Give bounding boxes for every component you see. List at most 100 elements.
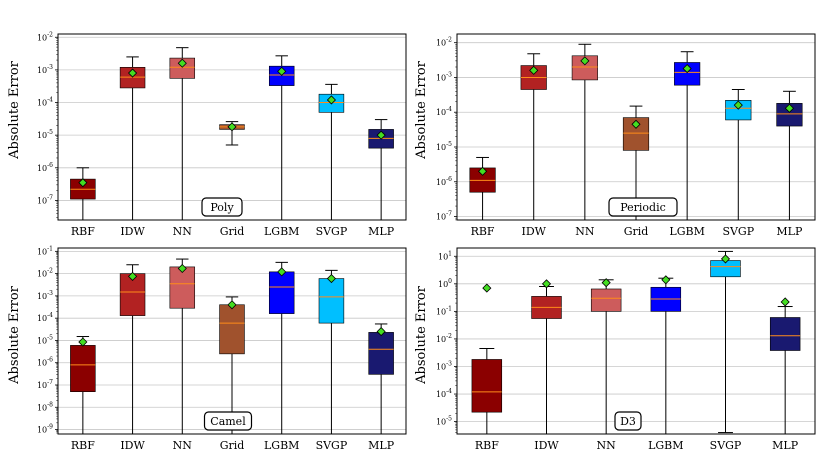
iqr-box — [471, 359, 503, 413]
y-tick-label: 10-1 — [37, 245, 53, 256]
iqr-box — [769, 317, 801, 351]
x-tick-label: IDW — [521, 225, 546, 238]
box-grid — [622, 105, 650, 220]
y-tick-label: 10-5 — [37, 334, 53, 345]
x-tick-label: Grid — [624, 225, 649, 238]
iqr-box — [776, 103, 803, 127]
box-mlp — [368, 323, 394, 434]
mean-marker — [720, 254, 731, 264]
panel-d3: 10-5 10-4 10-3 10-2 10-1 100 101 Absolute Error… — [414, 247, 816, 452]
y-axis-title: Absolute Error — [7, 285, 22, 385]
panel-tag-label: Poly — [210, 201, 234, 214]
plot-frame — [57, 33, 407, 221]
y-tick-label: 10-5 — [436, 416, 452, 427]
y-tick-label: 10-8 — [37, 401, 53, 412]
iqr-box — [70, 345, 96, 392]
box-lgbm — [268, 261, 295, 434]
box-rbf — [70, 336, 96, 434]
y-tick-label: 10-7 — [37, 194, 53, 205]
x-tick-label: SVGP — [316, 439, 348, 452]
box-idw — [531, 279, 562, 434]
x-tick-label: Grid — [220, 225, 245, 238]
x-tick-label: RBF — [71, 439, 95, 452]
iqr-box — [268, 271, 295, 314]
mean-marker — [128, 68, 138, 78]
y-tick-label: 10-3 — [436, 360, 452, 371]
plot-frame — [456, 33, 816, 221]
x-tick-label: RBF — [71, 225, 95, 238]
y-axis-title: Absolute Error — [414, 285, 429, 385]
mean-marker — [376, 327, 386, 337]
mean-marker — [326, 95, 336, 105]
mean-marker — [177, 263, 187, 274]
iqr-box — [219, 304, 245, 355]
mean-marker — [482, 283, 492, 293]
y-tick-label: 10-4 — [37, 97, 53, 108]
y-tick-label: 10-7 — [436, 211, 452, 222]
mean-marker — [78, 178, 88, 188]
mean-marker — [661, 275, 671, 285]
y-tick-label: 10-3 — [37, 290, 53, 301]
iqr-box — [318, 278, 345, 324]
iqr-box — [169, 266, 196, 309]
iqr-box — [674, 62, 701, 86]
mean-marker — [227, 300, 237, 310]
box-rbf — [70, 167, 96, 220]
x-tick-label: LGBM — [264, 225, 299, 238]
y-axis-title: Absolute Error — [414, 60, 429, 160]
box-svgp — [710, 250, 741, 434]
y-tick-label: 10-9 — [37, 424, 53, 435]
plot-frame — [456, 247, 816, 435]
panel-tag-box — [608, 197, 678, 217]
y-tick-label: 10-6 — [37, 357, 53, 368]
x-tick-label: IDW — [534, 439, 559, 452]
x-tick-label: IDW — [120, 439, 145, 452]
iqr-box — [590, 288, 622, 312]
panel-camel: 10-9 10-8 10-7 10-6 10-5 10-4 10-3 10-2 10-1 Abso… — [7, 245, 407, 452]
box-svgp — [318, 83, 345, 220]
mean-marker — [541, 279, 552, 289]
box-nn — [571, 43, 598, 220]
y-tick-label: 10-2 — [436, 333, 452, 344]
box-idw — [119, 264, 146, 434]
x-tick-label: RBF — [471, 225, 495, 238]
mean-marker — [376, 130, 386, 140]
iqr-box — [368, 332, 394, 375]
box-idw — [119, 56, 146, 220]
box-grid — [219, 121, 245, 146]
mean-marker — [580, 56, 590, 66]
mean-marker — [784, 103, 794, 113]
y-tick-label: 10-2 — [37, 268, 53, 279]
x-tick-label: MLP — [772, 439, 799, 452]
y-tick-label: 10-4 — [436, 106, 452, 117]
x-tick-label: IDW — [120, 225, 145, 238]
mean-marker — [277, 267, 287, 277]
box-nn — [590, 278, 622, 434]
y-tick-label: 10-4 — [37, 312, 53, 323]
x-tick-label: MLP — [368, 439, 395, 452]
box-mlp — [769, 297, 801, 434]
y-tick-label: 10-6 — [37, 162, 53, 173]
mean-marker — [682, 64, 692, 74]
panel-periodic: 10-7 10-6 10-5 10-4 10-3 10-2 Absolute Error RB… — [414, 33, 816, 238]
x-tick-label: LGBM — [264, 439, 299, 452]
box-idw — [520, 53, 547, 220]
iqr-box — [725, 100, 752, 121]
y-tick-label: 10-2 — [37, 31, 53, 42]
box-nn — [169, 47, 196, 220]
box-lgbm — [674, 51, 701, 220]
y-tick-label: 10-4 — [436, 388, 452, 399]
box-lgbm — [268, 55, 295, 220]
mean-marker — [128, 271, 138, 281]
mean-marker — [277, 66, 287, 76]
y-axis-title: Absolute Error — [7, 60, 22, 160]
x-tick-label: SVGP — [316, 225, 348, 238]
panel-tag-box — [203, 411, 253, 431]
mean-marker — [601, 278, 611, 288]
x-tick-label: NN — [575, 225, 595, 238]
x-tick-label: NN — [597, 439, 617, 452]
x-tick-label: RBF — [475, 439, 499, 452]
mean-marker — [227, 122, 237, 132]
box-svgp — [725, 89, 752, 220]
x-tick-label: NN — [173, 225, 193, 238]
